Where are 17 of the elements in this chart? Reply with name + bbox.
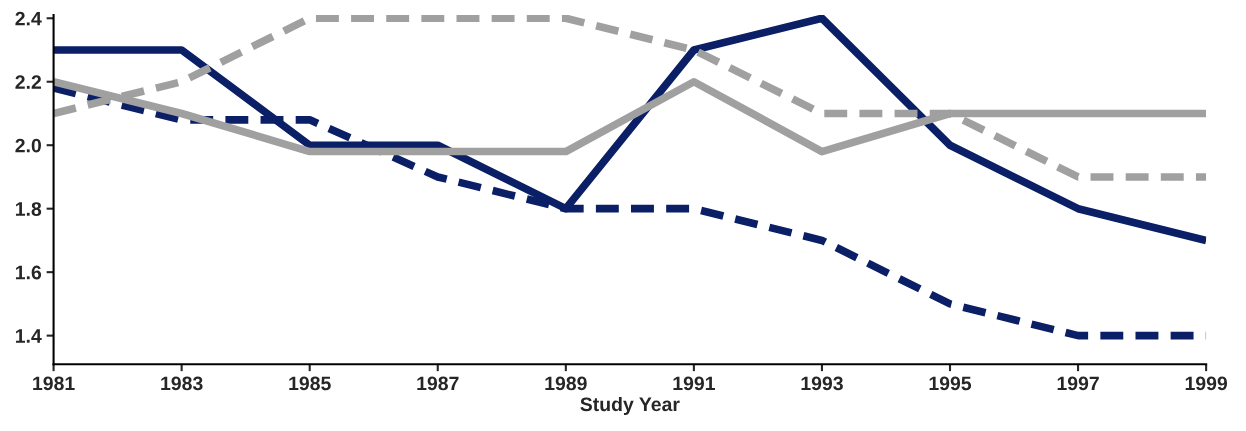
- x-tick-label: 1991: [673, 376, 715, 391]
- y-tick-label: 1.4: [15, 329, 42, 343]
- y-tick-label: 2.2: [15, 75, 41, 89]
- x-axis-title: Study Year: [580, 396, 680, 416]
- x-tick-label: 1987: [417, 376, 459, 391]
- x-tick-label: 1993: [801, 376, 843, 391]
- y-tick-label: 2.4: [15, 11, 42, 26]
- x-tick-label: 1989: [545, 376, 587, 391]
- x-tick-label: 1995: [929, 376, 972, 391]
- y-tick-label: 1.6: [15, 265, 42, 280]
- x-tick-label: 1983: [161, 376, 203, 391]
- x-tick-label: 1985: [289, 376, 331, 391]
- x-tick-label: 1981: [33, 376, 75, 391]
- x-tick-label: 1999: [1185, 376, 1228, 391]
- y-tick-label: 1.8: [15, 202, 42, 216]
- x-tick-label: 1997: [1057, 376, 1099, 391]
- y-tick-label: 2.0: [15, 138, 41, 153]
